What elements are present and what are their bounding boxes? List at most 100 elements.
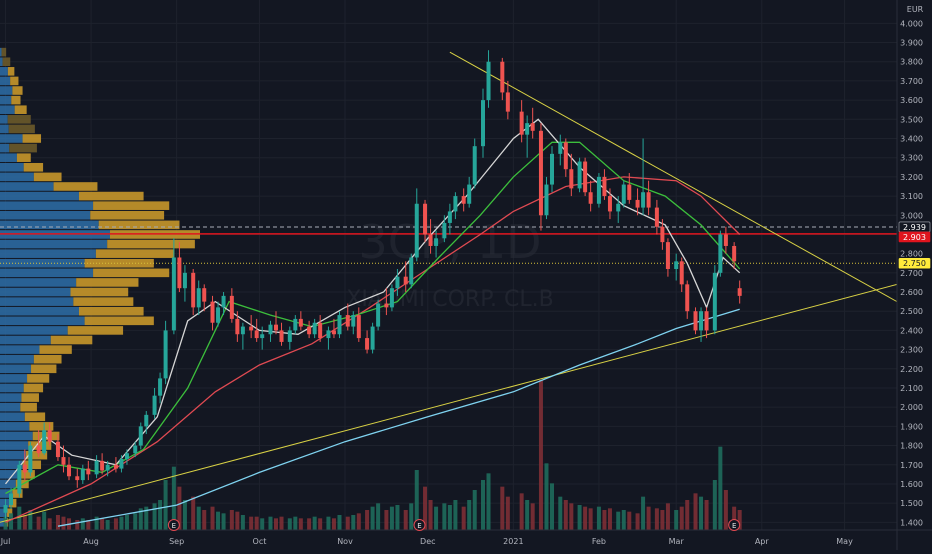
x-tick-label: Sep [169,537,184,546]
volume-bar [124,515,129,530]
candle-body [254,330,259,339]
candle-body [331,330,336,335]
earnings-event-marker[interactable] [728,519,741,531]
volume-profile-bar [31,364,57,374]
earnings-event-label: E [172,522,176,530]
volume-profile-bar [73,297,134,306]
volume-bar [260,518,265,530]
y-tick-label: 2.500 [900,307,923,316]
volume-bar [75,520,80,530]
x-tick-label: May [836,537,853,546]
candle-body [22,464,27,473]
candle-body [119,458,124,469]
volume-bar [138,508,143,530]
candle-body [356,315,361,339]
volume-bar [17,506,22,530]
volume-profile-bar [33,354,62,364]
price-label-box [898,231,931,243]
y-tick-label: 1.400 [900,518,923,527]
moving-average-line [57,308,740,527]
earnings-event-marker[interactable] [167,519,180,531]
candle-body [486,61,491,101]
candle-body [699,311,704,331]
candle-body [370,326,375,350]
candle-body [287,330,292,342]
volume-profile-bar [0,124,9,134]
candle-body [80,468,85,481]
candle-body [530,123,535,131]
trendline [449,51,898,303]
volume-bar [718,446,723,530]
volume-profile-bar [84,316,154,326]
volume-bar [94,516,99,530]
candle-body [423,203,428,235]
volume-profile-bar [16,153,31,162]
volume-bar [641,496,646,530]
y-tick-label: 2.700 [900,269,923,278]
volume-bar [723,490,728,530]
candle-body [191,272,196,308]
volume-profile-bar [0,57,3,67]
volume-profile-bar [29,422,54,431]
candle-body [660,226,665,243]
candle-body [124,453,129,459]
volume-profile-bar [0,162,24,172]
volume-bar [268,516,273,530]
volume-profile-bar [0,105,15,115]
volume-profile-bar [0,201,94,210]
volume-bar [646,506,651,530]
volume-bar [171,466,176,530]
volume-profile-bar [23,383,44,393]
candle-body [249,326,254,331]
price-label: 2.939 [903,223,926,232]
candle-body [505,92,510,112]
volume-profile-bar [0,316,85,326]
volume-profile-bar [6,508,13,518]
volume-profile-bar [0,172,34,182]
candle-body [665,242,670,269]
volume-bar [42,511,47,530]
volume-profile-bar [0,364,32,374]
volume-bar [279,516,284,530]
volume-profile-bar [0,268,94,278]
earnings-event-marker[interactable] [413,519,426,531]
candle-body [627,184,632,200]
volume-bar [538,380,543,530]
candle-body [17,464,22,494]
volume-profile-bar [93,268,170,278]
volume-bar [210,506,215,530]
candle-body [105,464,110,471]
volume-bar [235,511,240,530]
volume-bar [569,503,574,530]
earnings-event-label: E [417,522,421,530]
volume-bar [519,493,524,530]
volume-profile-bar [14,105,27,115]
y-tick-label: 2.200 [900,365,923,374]
candle-body [596,176,601,204]
volume-bar [525,500,530,530]
volume-bar [298,518,303,530]
y-tick-label: 2.400 [900,326,923,335]
trendline [0,283,898,523]
volume-profile-bar [0,422,30,431]
volume-profile-bar [0,153,17,162]
volume-bar [414,470,419,530]
candle-body [55,441,60,458]
candle-body [94,460,99,475]
y-tick-label: 3.300 [900,154,923,163]
price-label: 2.903 [903,233,926,242]
volume-profile-bar [0,508,7,518]
volume-profile-bar [53,182,98,191]
volume-profile-bar [2,57,11,67]
volume-bar [216,511,221,530]
volume-bar [293,516,298,530]
candle-body [28,445,33,473]
candle-body [447,211,452,223]
volume-bar [331,518,336,530]
volume-bar [550,483,554,530]
volume-profile-bar [0,479,16,489]
candle-body [384,303,389,308]
y-tick-label: 1.900 [900,422,923,431]
volume-profile-bar [11,95,21,105]
